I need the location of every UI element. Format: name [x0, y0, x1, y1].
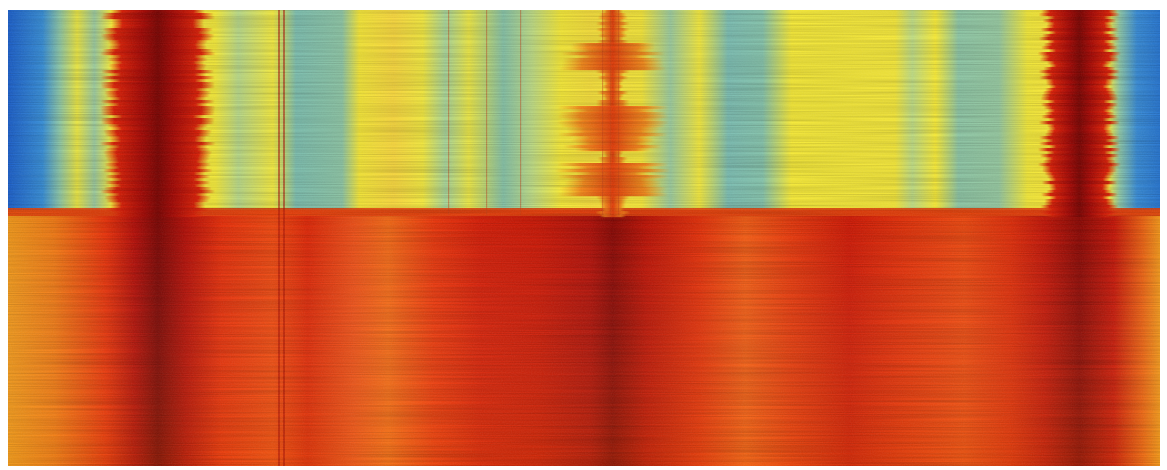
spectrum-waterfall-display[interactable]: [8, 10, 1160, 466]
waterfall-canvas: [8, 10, 1160, 466]
